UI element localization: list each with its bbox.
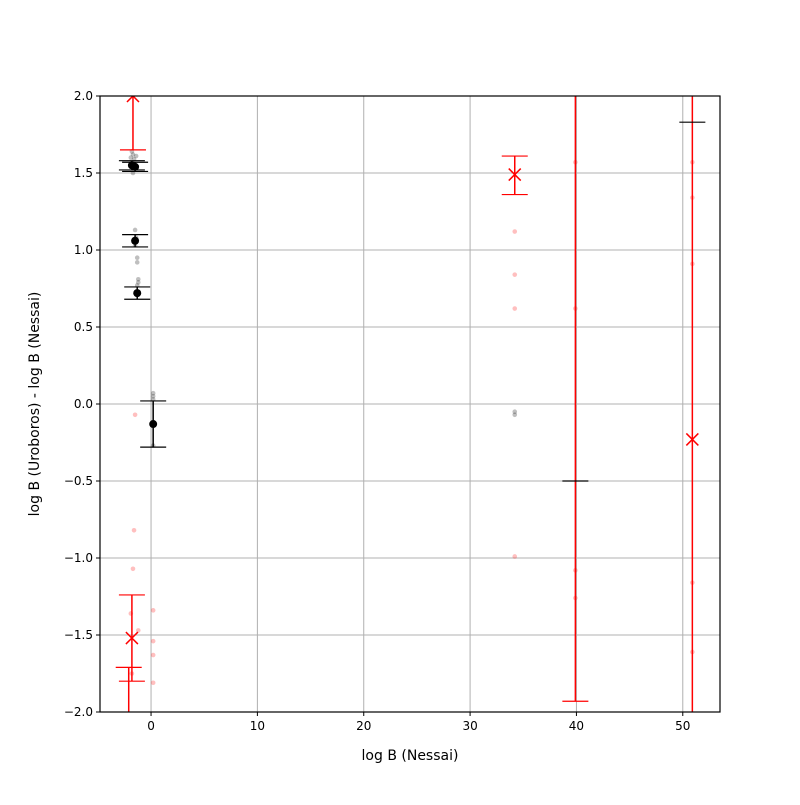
sample-point [512, 272, 518, 277]
sample-point [133, 153, 139, 159]
sample-point [134, 260, 140, 265]
data-point [685, 432, 699, 446]
sample-point [512, 554, 518, 559]
data-point [131, 162, 140, 171]
sample-point [130, 152, 136, 157]
ticks: 0 10 20 30 40 50 −2.0 −1.5 −1.0 −0.5 0.0 0.5 1.0 1.5 2… [64, 89, 691, 733]
data-point [131, 236, 140, 245]
sample-point [150, 638, 156, 644]
x-tick-label: 20 [356, 719, 371, 733]
sample-point [512, 229, 518, 234]
data-point [508, 168, 522, 182]
sample-point [150, 652, 156, 658]
sample-point [131, 527, 137, 533]
sample-point [512, 412, 518, 418]
sample-point [150, 608, 156, 613]
sample-point [128, 155, 134, 160]
data-point-stroke [126, 96, 135, 103]
y-tick-label: 1.5 [74, 166, 93, 180]
data-layer [115, 96, 706, 712]
sample-point [130, 566, 136, 572]
sample-point [135, 276, 141, 282]
data-point-stroke [125, 631, 139, 645]
x-tick-label: 30 [462, 719, 477, 733]
x-axis-label: log B (Nessai) [362, 748, 459, 764]
sample-point [134, 255, 140, 260]
y-tick-label: −2.0 [64, 705, 93, 719]
sample-point [150, 394, 156, 399]
data-point-stroke [685, 432, 699, 446]
y-tick-label: −1.0 [64, 551, 93, 565]
sample-point [150, 680, 156, 686]
sample-point [150, 390, 156, 396]
sample-point [135, 280, 141, 285]
x-tick-label: 10 [250, 719, 265, 733]
data-point-stroke [131, 96, 140, 103]
x-tick-label: 40 [569, 719, 584, 733]
x-tick-label: 0 [147, 719, 155, 733]
sample-point [132, 412, 138, 418]
sample-point [512, 306, 518, 311]
y-tick-label: −0.5 [64, 474, 93, 488]
data-point [149, 420, 158, 429]
data-point [133, 289, 142, 298]
sample-point [132, 227, 138, 233]
sample-point [135, 628, 141, 633]
y-tick-label: 1.0 [74, 243, 93, 257]
sample-point [512, 409, 518, 415]
x-tick-label: 50 [675, 719, 690, 733]
data-point [126, 96, 140, 103]
y-tick-label: 0.0 [74, 397, 93, 411]
data-point [125, 631, 139, 645]
y-axis-label: log B (Uroboros) - log B (Nessai) [27, 292, 43, 517]
y-tick-label: 0.5 [74, 320, 93, 334]
y-tick-label: 2.0 [74, 89, 93, 103]
data-point-stroke [508, 168, 522, 182]
y-tick-label: −1.5 [64, 628, 93, 642]
